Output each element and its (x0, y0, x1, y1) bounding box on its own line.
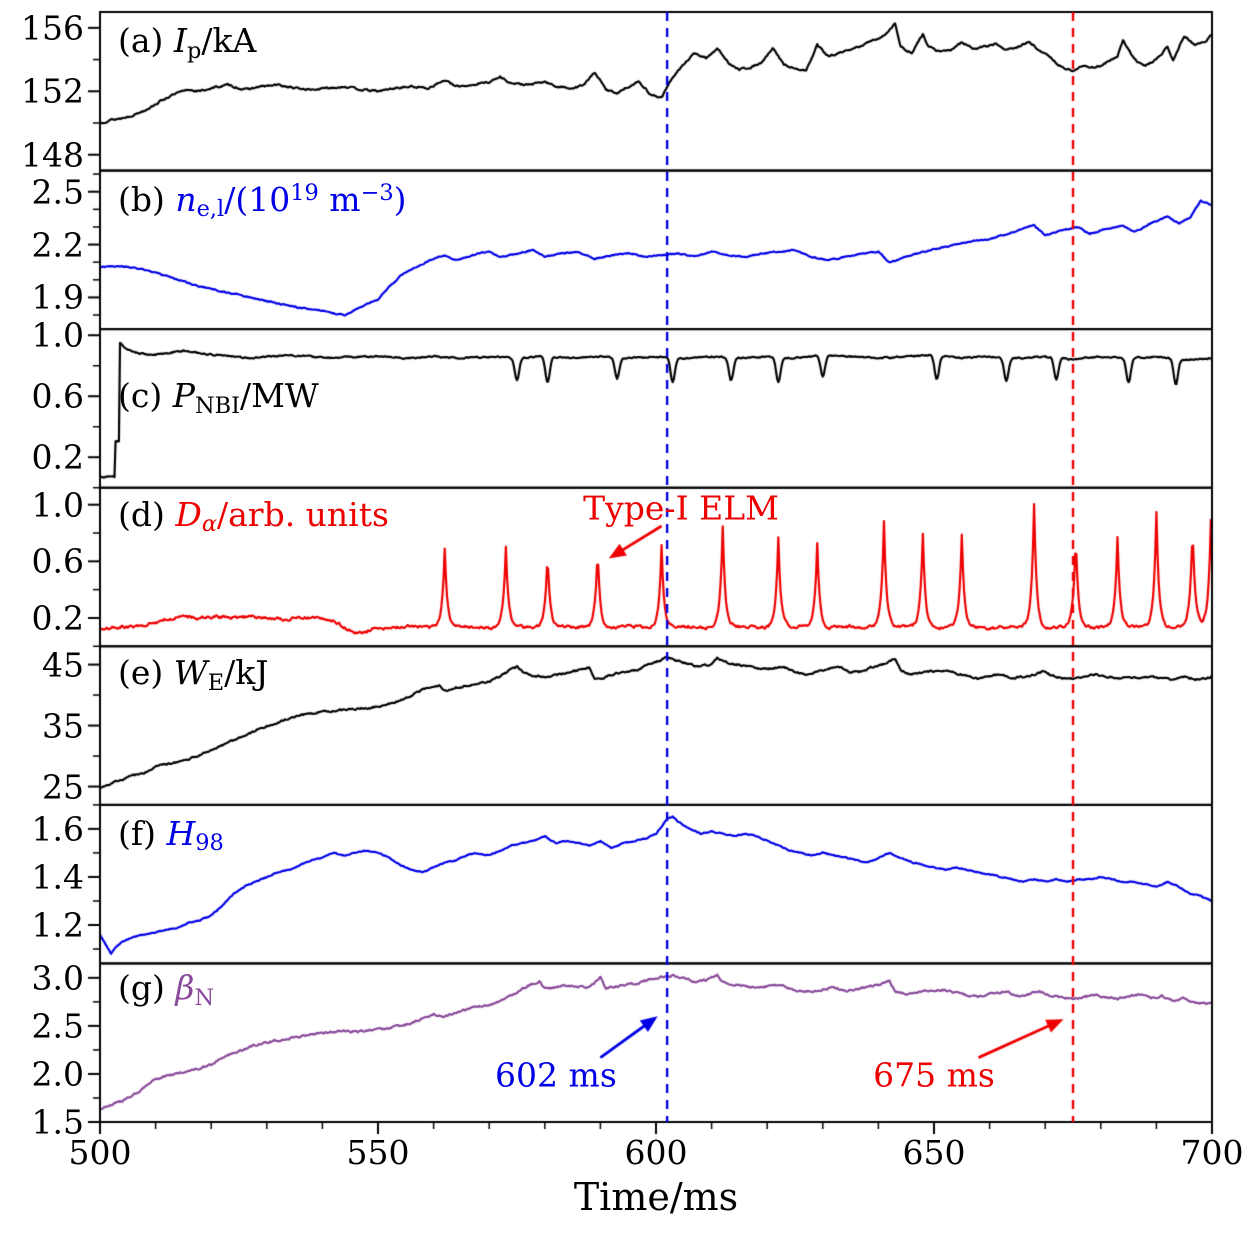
figure: Time/ms 148 152 156 1.9 2.2 2.5 0.2 0.6 1.0 0.2 0.… (0, 0, 1260, 1236)
chart-canvas (0, 0, 1260, 1236)
